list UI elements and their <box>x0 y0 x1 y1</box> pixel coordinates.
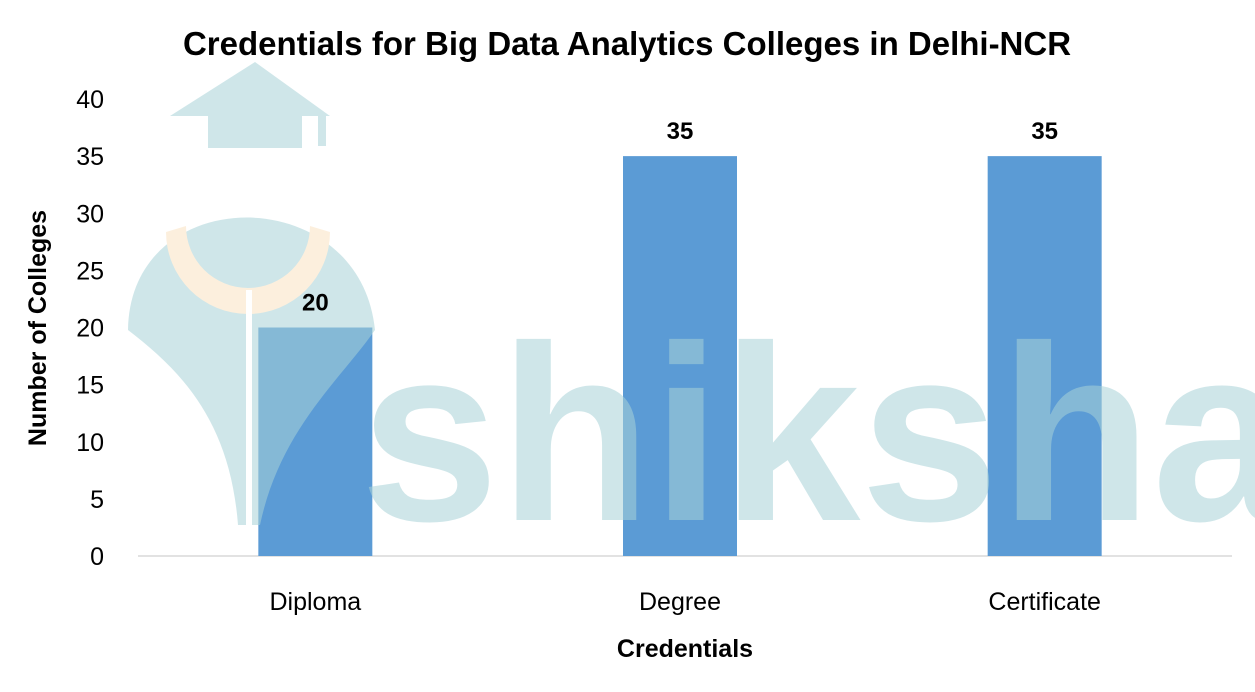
x-tick-label: Certificate <box>988 588 1101 616</box>
chart-title: Credentials for Big Data Analytics Colle… <box>183 25 1071 62</box>
y-tick-label: 20 <box>76 315 104 343</box>
y-tick-label: 25 <box>76 257 104 285</box>
data-label: 35 <box>667 118 694 145</box>
data-labels: 20 35 35 <box>302 118 1058 316</box>
bar-degree <box>623 156 737 556</box>
y-tick-label: 5 <box>90 486 104 514</box>
data-label: 35 <box>1031 118 1058 145</box>
y-tick-label: 30 <box>76 200 104 228</box>
y-tick-label: 0 <box>90 543 104 571</box>
y-tick-label: 40 <box>76 86 104 114</box>
x-axis-ticks: Diploma Degree Certificate <box>269 588 1100 616</box>
x-tick-label: Degree <box>639 588 721 616</box>
x-tick-label: Diploma <box>269 588 361 616</box>
y-axis-ticks: 0 5 10 15 20 25 30 35 40 <box>76 86 104 571</box>
bar-certificate <box>987 156 1102 556</box>
x-axis-label: Credentials <box>617 635 753 663</box>
data-label: 20 <box>302 290 329 317</box>
y-tick-label: 15 <box>76 372 104 400</box>
y-tick-label: 35 <box>76 143 104 171</box>
y-tick-label: 10 <box>76 429 104 457</box>
y-axis-label: Number of Colleges <box>24 210 52 446</box>
shiksha-watermark-logo: shiksha <box>128 62 1255 573</box>
watermark-text: shiksha <box>360 294 1255 573</box>
